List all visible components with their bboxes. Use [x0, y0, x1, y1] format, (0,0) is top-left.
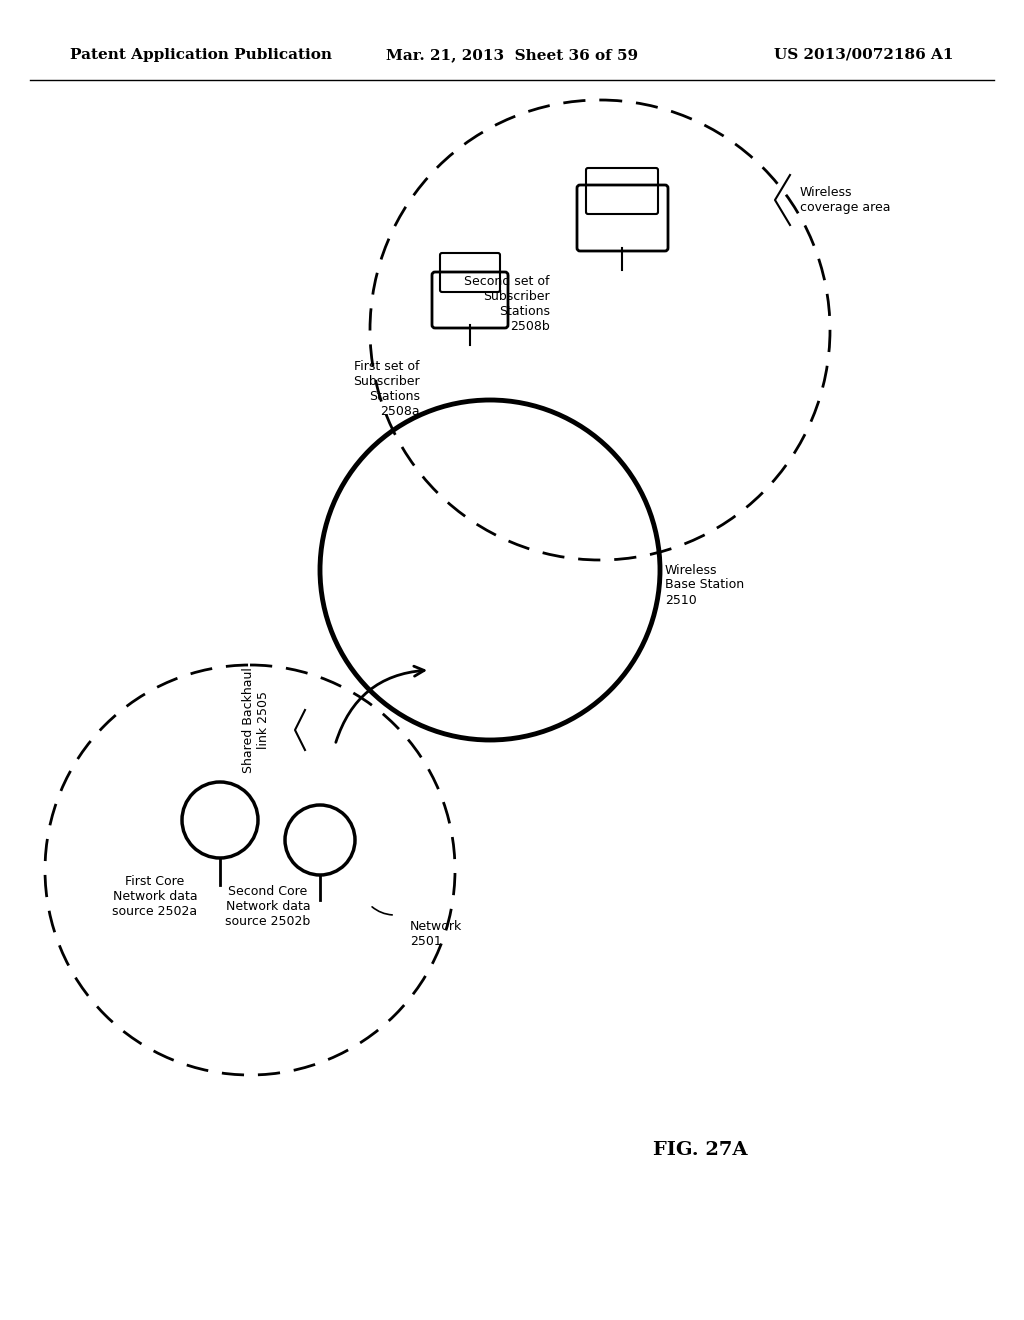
Text: First Core
Network data
source 2502a: First Core Network data source 2502a [113, 875, 198, 917]
Text: Second Core
Network data
source 2502b: Second Core Network data source 2502b [225, 884, 310, 928]
Text: Wireless
coverage area: Wireless coverage area [800, 186, 891, 214]
Text: Mar. 21, 2013  Sheet 36 of 59: Mar. 21, 2013 Sheet 36 of 59 [386, 48, 638, 62]
Text: Wireless
Base Station
2510: Wireless Base Station 2510 [665, 564, 744, 606]
FancyArrowPatch shape [336, 667, 424, 742]
Text: US 2013/0072186 A1: US 2013/0072186 A1 [774, 48, 954, 62]
Text: Shared Backhaul
link 2505: Shared Backhaul link 2505 [242, 667, 270, 774]
Text: First set of
Subscriber
Stations
2508a: First set of Subscriber Stations 2508a [353, 360, 420, 418]
Text: Network
2501: Network 2501 [410, 920, 462, 948]
Text: Second set of
Subscriber
Stations
2508b: Second set of Subscriber Stations 2508b [465, 275, 550, 333]
Text: Patent Application Publication: Patent Application Publication [70, 48, 332, 62]
Text: FIG. 27A: FIG. 27A [652, 1140, 748, 1159]
